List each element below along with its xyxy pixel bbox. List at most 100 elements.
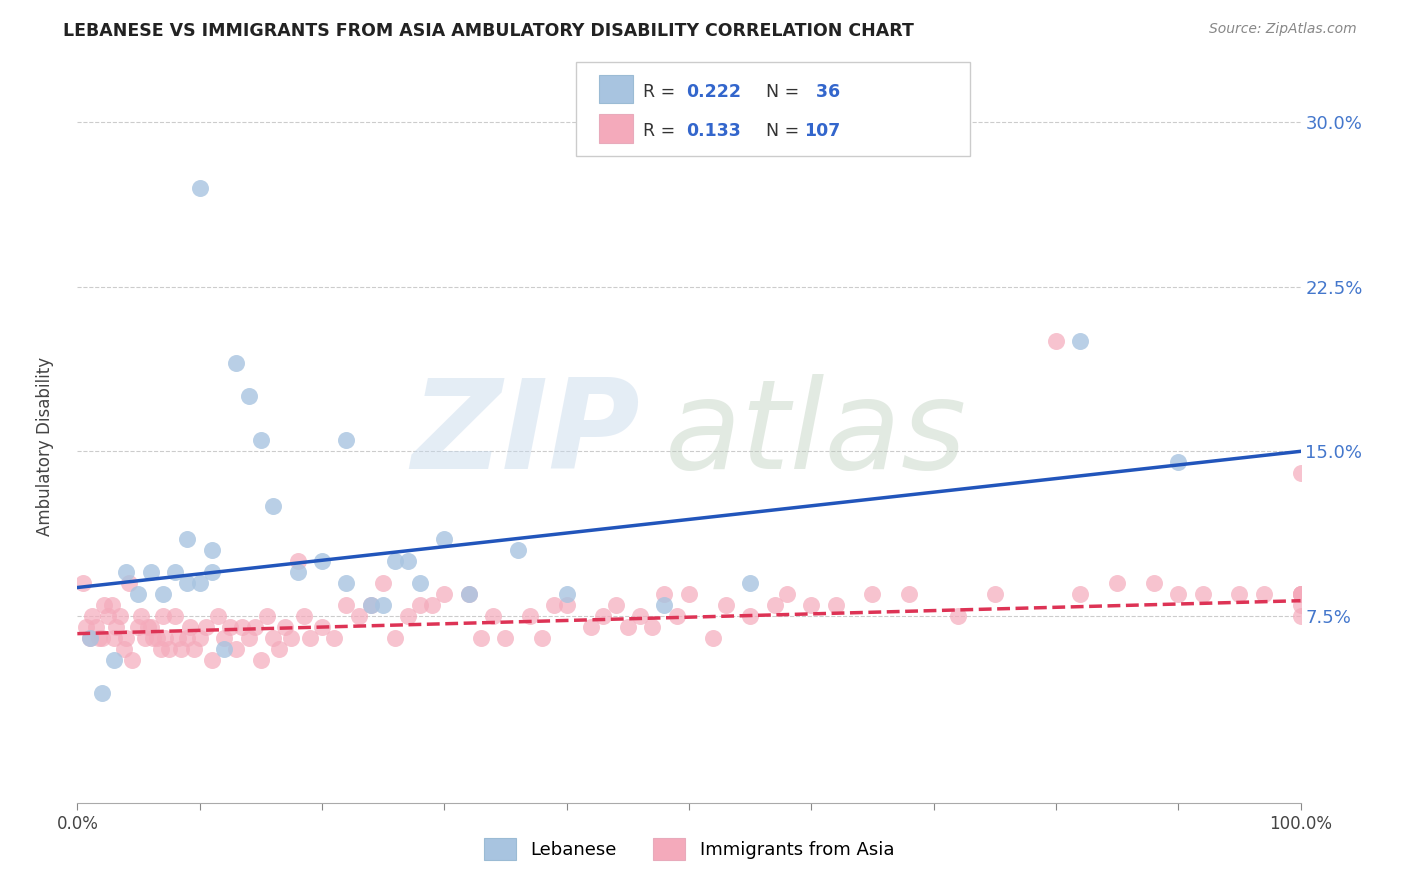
Point (409, 598, 432, 612)
Point (384, 631, 406, 645)
Point (212, 631, 235, 645)
Point (1107, 576, 1129, 591)
Point (396, 609, 419, 624)
Point (1069, 587, 1091, 601)
Point (129, 609, 152, 624)
Point (946, 609, 969, 624)
Point (335, 598, 357, 612)
Point (97, 609, 120, 624)
Point (298, 631, 321, 645)
Point (433, 532, 456, 546)
Point (654, 587, 676, 601)
Point (139, 565, 162, 579)
Point (824, 598, 846, 612)
Point (592, 609, 614, 624)
Point (201, 653, 224, 667)
Point (862, 587, 884, 601)
Text: 0.133: 0.133 (686, 122, 741, 140)
Point (1045, 334, 1067, 349)
Point (280, 631, 302, 645)
Point (256, 609, 278, 624)
Legend: Lebanese, Immigrants from Asia: Lebanese, Immigrants from Asia (477, 830, 901, 867)
Point (72, 576, 94, 591)
Point (898, 587, 921, 601)
Point (555, 587, 578, 601)
Point (641, 620, 664, 634)
Text: 36: 36 (810, 83, 839, 101)
Point (207, 609, 229, 624)
Point (127, 587, 149, 601)
Point (146, 631, 169, 645)
Point (495, 631, 517, 645)
Point (714, 598, 737, 612)
Point (311, 554, 333, 568)
Point (519, 609, 541, 624)
Point (166, 631, 188, 645)
Point (323, 631, 346, 645)
Text: LEBANESE VS IMMIGRANTS FROM ASIA AMBULATORY DISABILITY CORRELATION CHART: LEBANESE VS IMMIGRANTS FROM ASIA AMBULAT… (63, 22, 914, 40)
Point (238, 631, 260, 645)
Point (1289, 587, 1312, 601)
Point (219, 620, 242, 634)
Point (152, 587, 174, 601)
Point (371, 598, 394, 612)
Point (176, 532, 198, 546)
Text: 107: 107 (804, 122, 841, 140)
Point (470, 631, 492, 645)
Point (1167, 587, 1189, 601)
Point (115, 631, 138, 645)
Point (212, 642, 235, 657)
Point (1289, 598, 1312, 612)
Point (238, 389, 260, 403)
Point (79, 631, 101, 645)
Point (201, 543, 224, 558)
Point (654, 598, 676, 612)
Point (179, 620, 201, 634)
Text: 0.222: 0.222 (686, 83, 741, 101)
Point (90, 631, 112, 645)
Point (152, 609, 174, 624)
Point (90, 686, 112, 700)
Point (665, 609, 688, 624)
Point (84, 620, 107, 634)
Point (176, 576, 198, 591)
Point (1289, 587, 1312, 601)
Point (155, 631, 177, 645)
Point (250, 653, 273, 667)
Point (984, 587, 1007, 601)
Point (531, 631, 554, 645)
Point (134, 631, 156, 645)
Text: ZIP: ZIP (412, 375, 640, 495)
Point (457, 587, 479, 601)
Point (165, 609, 187, 624)
Point (384, 554, 406, 568)
Point (740, 609, 762, 624)
Point (225, 642, 247, 657)
Point (188, 631, 211, 645)
Point (1289, 587, 1312, 601)
Text: atlas: atlas (665, 375, 966, 495)
Point (371, 576, 394, 591)
Point (433, 587, 456, 601)
Point (1229, 587, 1251, 601)
Point (287, 554, 309, 568)
Point (543, 598, 565, 612)
Point (80, 609, 103, 624)
Point (335, 434, 357, 448)
Point (292, 609, 315, 624)
Point (506, 543, 529, 558)
Point (149, 642, 172, 657)
Point (75, 620, 97, 634)
Point (1191, 587, 1213, 601)
Point (1289, 467, 1312, 481)
Point (231, 620, 253, 634)
Point (1253, 587, 1275, 601)
Text: R =: R = (643, 83, 681, 101)
Point (776, 587, 799, 601)
Point (287, 565, 309, 579)
Point (165, 565, 187, 579)
Point (103, 631, 125, 645)
Point (194, 620, 217, 634)
Point (1069, 334, 1091, 349)
Point (118, 576, 141, 591)
